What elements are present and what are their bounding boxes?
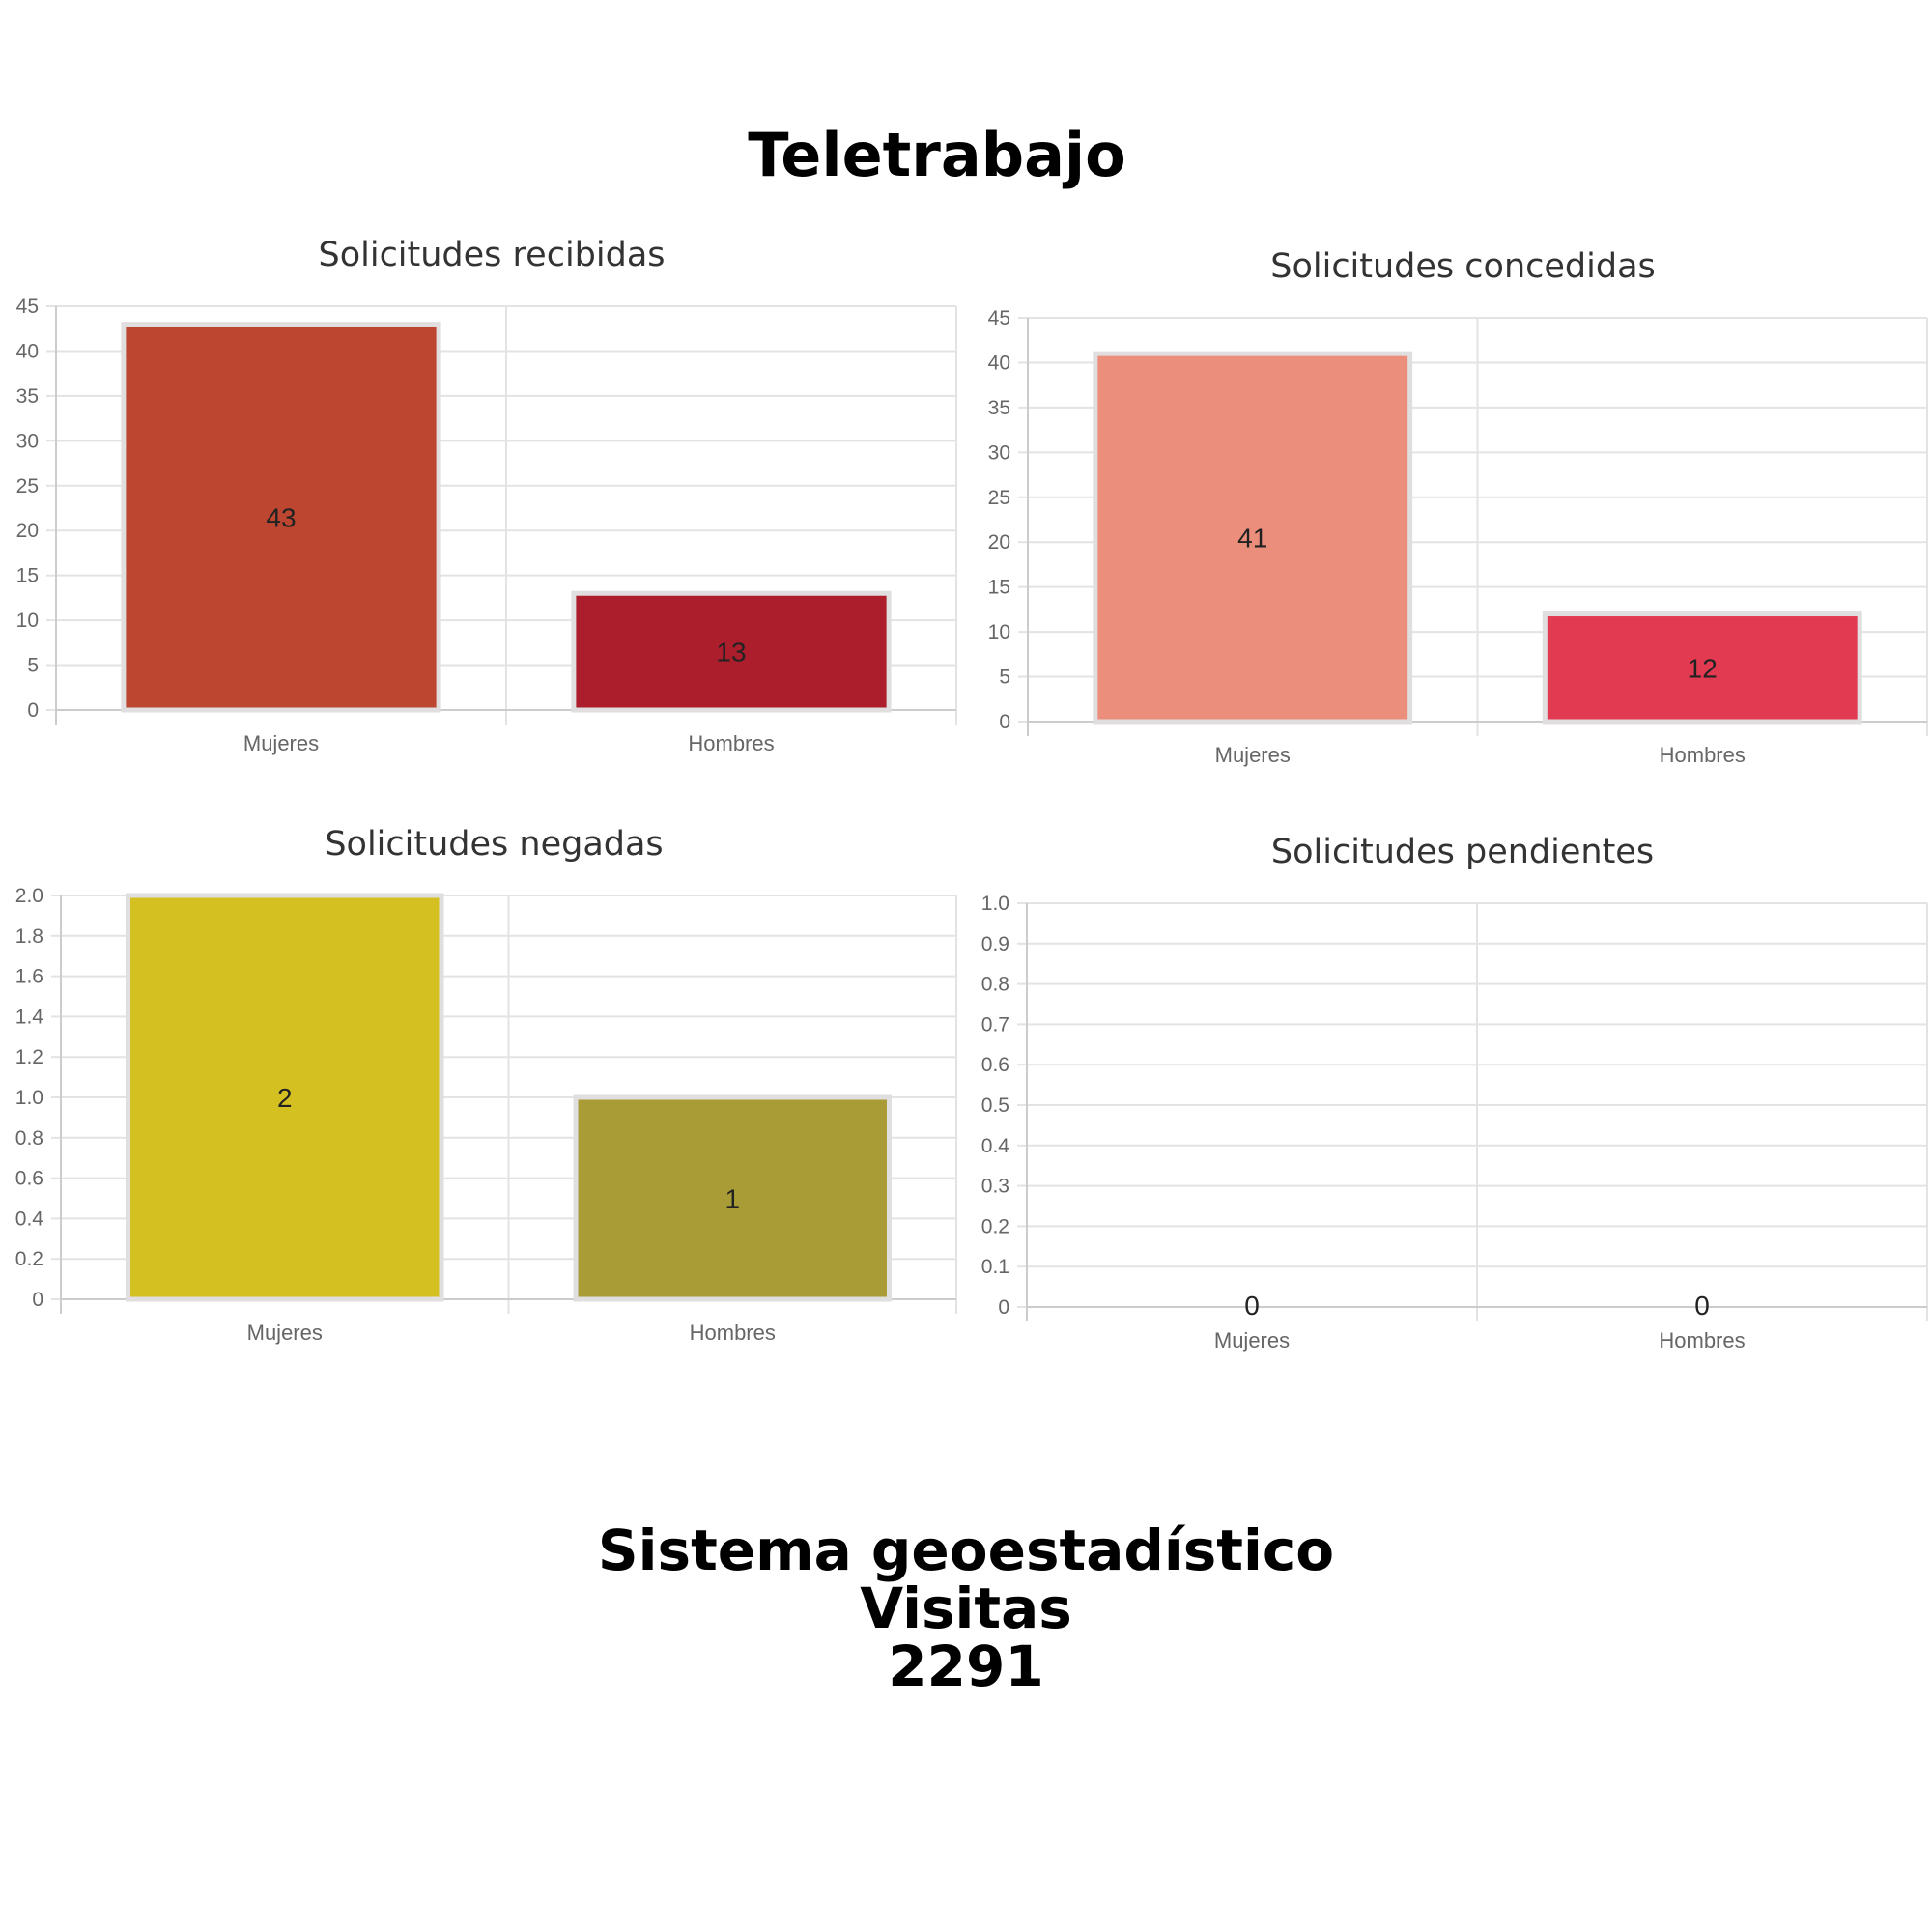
y-tick-label: 1.2 <box>15 1046 43 1068</box>
y-tick-label: 40 <box>16 340 39 362</box>
chart-title: Solicitudes pendientes <box>1271 833 1654 871</box>
chart-title: Solicitudes negadas <box>325 825 663 864</box>
chart-solicitudes-recibidas: Solicitudes recibidas 0 5 10 15 20 25 30 35 40 45 4… <box>0 227 966 768</box>
x-tick-label: Hombres <box>688 731 774 755</box>
x-tick-label: Mujeres <box>243 731 319 755</box>
y-tick-label: 1.0 <box>15 1087 43 1109</box>
data-label: 13 <box>716 638 746 668</box>
y-tick-label: 2.0 <box>15 885 43 907</box>
x-tick-label: Mujeres <box>247 1321 323 1345</box>
y-tick-label: 0 <box>27 699 39 722</box>
y-tick-label: 10 <box>16 610 39 632</box>
y-tick-label: 0.8 <box>981 974 1009 996</box>
y-tick-label: 1.8 <box>15 925 43 948</box>
y-tick-label: 0.4 <box>15 1208 44 1230</box>
chart-title: Solicitudes concedidas <box>1270 247 1656 286</box>
footer-system-name: Sistema geoestadístico <box>597 1518 1335 1583</box>
y-tick-label: 35 <box>16 385 39 408</box>
y-tick-label: 1.0 <box>981 893 1009 915</box>
y-tick-label: 0 <box>32 1289 43 1311</box>
y-tick-label: 0.4 <box>981 1135 1010 1157</box>
y-tick-label: 5 <box>27 655 39 677</box>
chart-svg: Solicitudes concedidas 0 5 10 15 20 25 30 35 40 45… <box>988 247 1928 767</box>
y-tick-label: 0 <box>998 1296 1009 1319</box>
data-label: 1 <box>724 1184 740 1214</box>
y-tick-label: 30 <box>988 441 1010 464</box>
bar <box>126 893 444 1302</box>
chart-title: Solicitudes recibidas <box>318 236 665 274</box>
x-tick-label: Mujeres <box>1214 1328 1290 1352</box>
chart-solicitudes-pendientes: Solicitudes pendientes 0 0.1 0.2 0.3 0.4 0.5 0.… <box>966 824 1932 1365</box>
footer: Sistema geoestadístico Visitas 2291 <box>0 1521 1932 1695</box>
y-tick-label: 0.6 <box>981 1054 1009 1076</box>
y-tick-label: 1.4 <box>15 1006 44 1028</box>
data-label: 43 <box>266 502 296 532</box>
bar <box>571 590 892 713</box>
footer-visits-label: Visitas <box>860 1576 1072 1641</box>
y-tick-label: 5 <box>999 667 1010 689</box>
x-tick-label: Hombres <box>1660 743 1746 767</box>
y-tick-label: 0.8 <box>15 1127 43 1150</box>
chart-svg: Solicitudes recibidas 0 5 10 15 20 25 30 35 40 45 4… <box>16 236 957 755</box>
x-tick-label: Mujeres <box>1215 743 1291 767</box>
y-tick-label: 25 <box>16 475 39 497</box>
chart-svg: Solicitudes negadas 0 0.2 0.4 0.6 0.8 1.0 1.2 1.… <box>15 825 957 1345</box>
y-tick-label: 0.7 <box>981 1013 1009 1036</box>
data-label: 12 <box>1688 653 1718 683</box>
y-tick-label: 40 <box>988 352 1010 374</box>
bar <box>121 322 441 713</box>
x-tick-label: Hombres <box>690 1321 776 1345</box>
bar <box>1093 351 1413 724</box>
y-tick-label: 45 <box>16 296 39 318</box>
bar <box>1542 611 1862 724</box>
y-tick-label: 0.6 <box>15 1168 43 1190</box>
y-tick-label: 45 <box>988 307 1010 329</box>
x-tick-label: Hombres <box>1659 1328 1745 1352</box>
y-tick-label: 15 <box>988 577 1010 599</box>
y-tick-label: 0.9 <box>981 933 1009 955</box>
y-tick-label: 1.6 <box>15 966 43 988</box>
y-tick-label: 0.3 <box>981 1176 1009 1198</box>
y-tick-label: 15 <box>16 565 39 587</box>
y-tick-label: 20 <box>16 520 39 542</box>
y-tick-label: 0.2 <box>981 1215 1009 1237</box>
y-tick-label: 0 <box>999 711 1010 733</box>
y-tick-label: 25 <box>988 487 1010 509</box>
chart-solicitudes-concedidas: Solicitudes concedidas 0 5 10 15 20 25 30 35 40 45… <box>966 239 1932 780</box>
data-label: 2 <box>277 1083 293 1113</box>
y-tick-label: 0.5 <box>981 1094 1009 1117</box>
bar <box>573 1094 892 1302</box>
chart-svg: Solicitudes pendientes 0 0.1 0.2 0.3 0.4 0.5 0.… <box>981 833 1928 1352</box>
page-title: Teletrabajo <box>748 120 1126 190</box>
footer-visits-count: 2291 <box>888 1634 1044 1699</box>
y-tick-label: 30 <box>16 430 39 452</box>
y-tick-label: 35 <box>988 397 1010 419</box>
data-label: 0 <box>1244 1291 1260 1321</box>
y-tick-label: 20 <box>988 531 1010 554</box>
y-tick-label: 0.1 <box>981 1256 1009 1278</box>
y-tick-label: 0.2 <box>15 1248 43 1270</box>
chart-solicitudes-negadas: Solicitudes negadas 0 0.2 0.4 0.6 0.8 1.0 1.2 1.… <box>0 816 966 1357</box>
data-label: 0 <box>1694 1291 1710 1321</box>
y-tick-label: 10 <box>988 621 1010 643</box>
data-label: 41 <box>1237 524 1267 554</box>
